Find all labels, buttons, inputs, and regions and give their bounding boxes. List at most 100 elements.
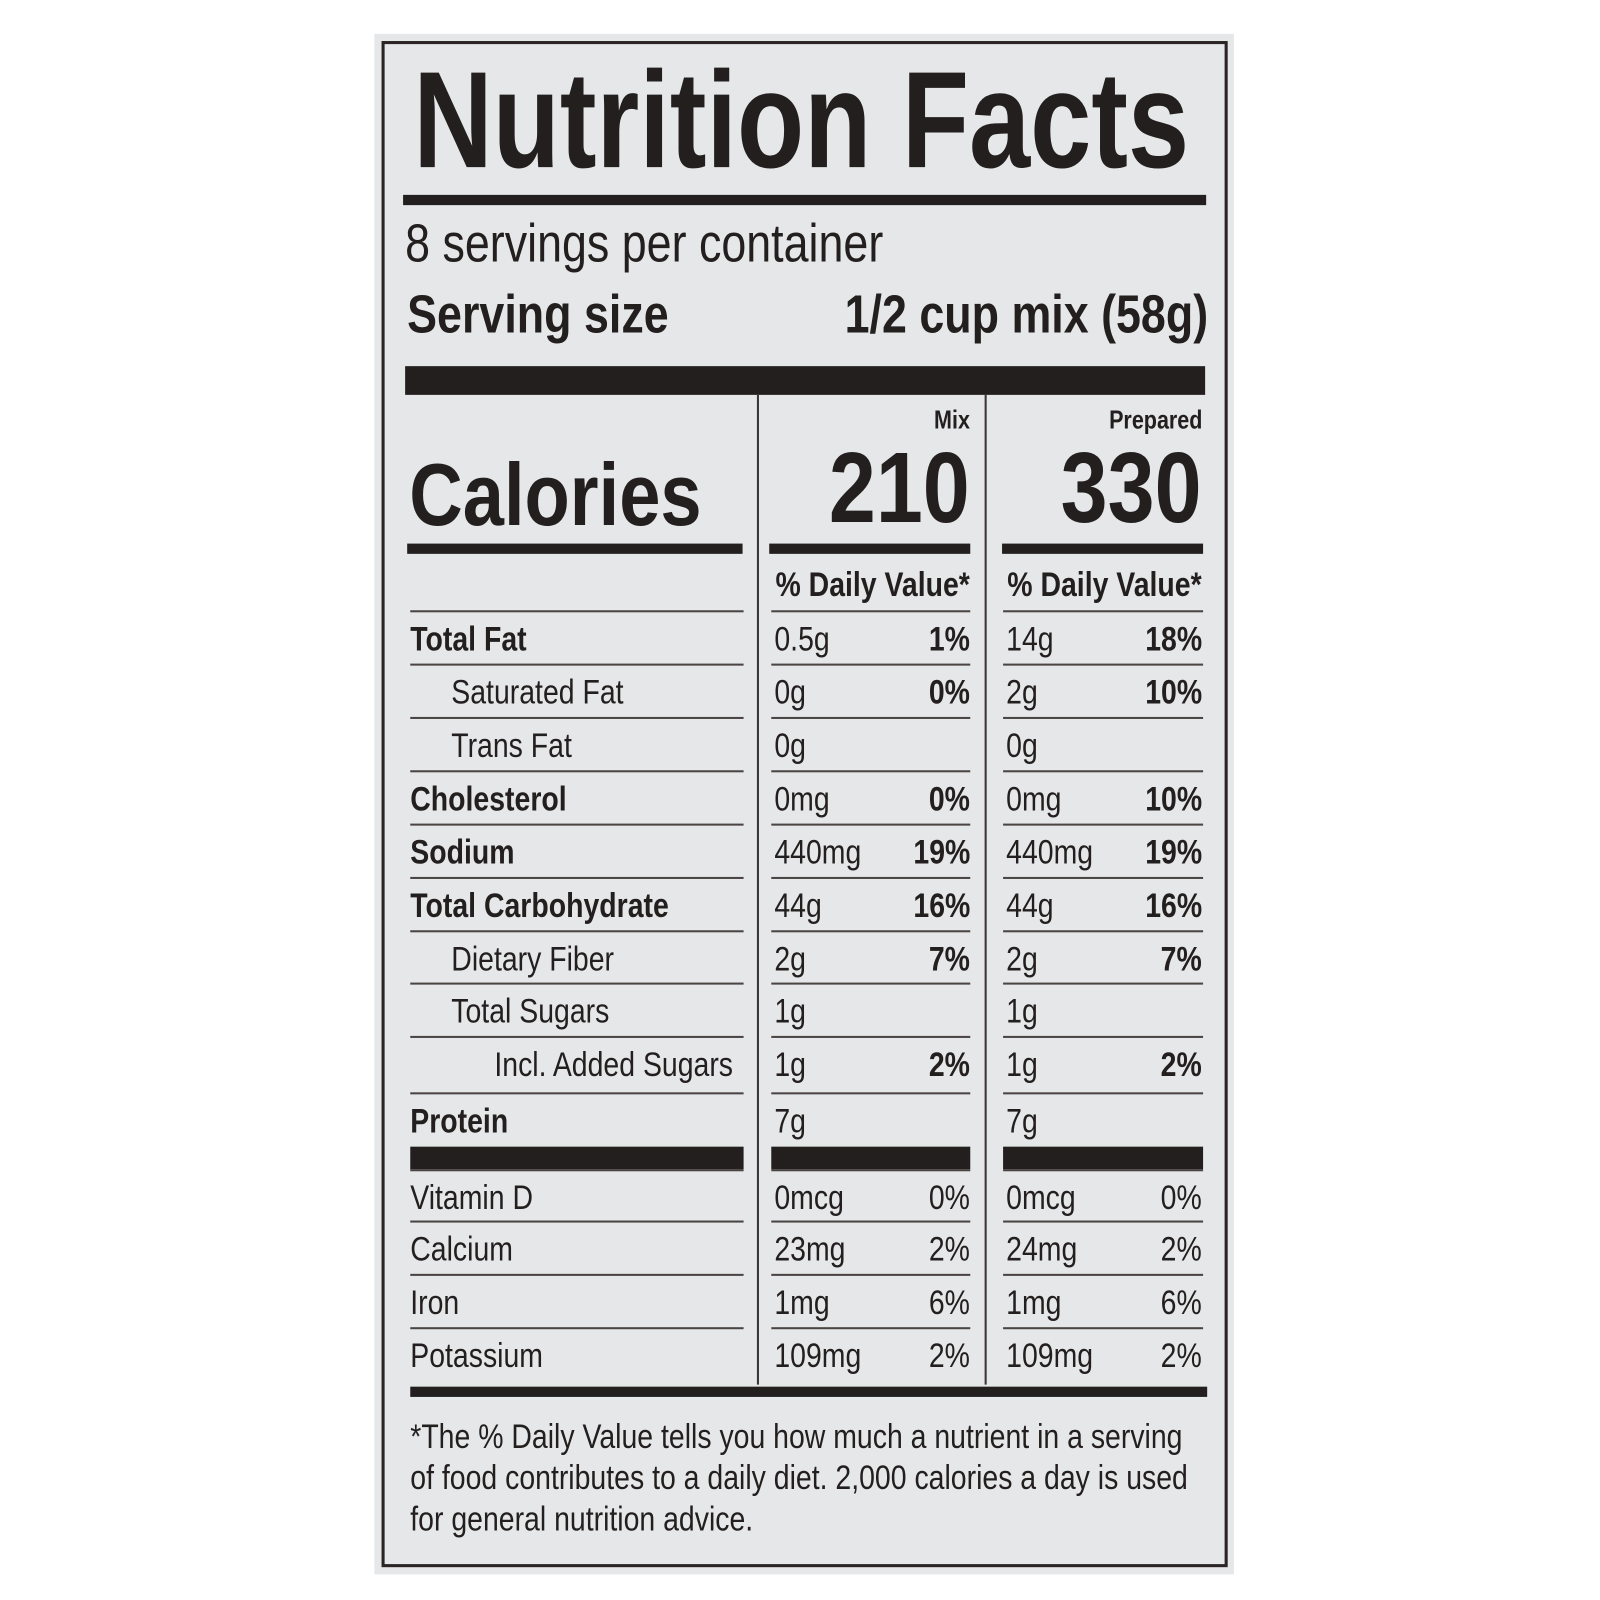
nutrient-name: Total Sugars xyxy=(451,991,610,1030)
mix-daily-value: 0% xyxy=(929,1178,971,1217)
prepared-daily-value: 10% xyxy=(1145,672,1203,711)
prepared-amount: 24mg xyxy=(1006,1229,1078,1268)
row-divider xyxy=(410,770,744,773)
prepared-amount: 1mg xyxy=(1006,1283,1062,1322)
mix-daily-value: 2% xyxy=(929,1045,971,1084)
row-divider xyxy=(1003,823,1204,826)
mix-amount: 440mg xyxy=(774,832,862,871)
nutrient-name: Vitamin D xyxy=(410,1178,533,1217)
row-divider xyxy=(410,1327,744,1330)
divider-bar xyxy=(771,1146,971,1170)
row-divider xyxy=(771,876,971,879)
prepared-amount: 44g xyxy=(1006,886,1054,925)
row-divider xyxy=(1003,930,1204,933)
prepared-amount: 2g xyxy=(1006,672,1038,711)
prepared-daily-value: 6% xyxy=(1160,1283,1203,1322)
row-divider xyxy=(771,930,971,933)
title-text: Nutrition Facts xyxy=(413,44,1190,197)
prepared-daily-value: 10% xyxy=(1145,779,1203,818)
daily-value-header-mix: % Daily Value* xyxy=(739,564,970,605)
prepared-amount: 0mg xyxy=(1006,779,1062,818)
row-divider xyxy=(1003,1220,1204,1223)
label-title: Nutrition Facts xyxy=(413,49,1383,193)
calories-label: Calories xyxy=(409,449,757,541)
nutrient-name: Potassium xyxy=(410,1336,543,1375)
mix-amount: 0g xyxy=(774,672,806,711)
row-divider xyxy=(1003,1169,1204,1172)
mix-daily-value: 19% xyxy=(913,832,971,871)
prepared-amount: 0g xyxy=(1006,726,1038,765)
divider-bar xyxy=(1002,543,1204,554)
row-divider xyxy=(410,610,744,613)
footnote-line: *The % Daily Value tells you how much a … xyxy=(410,1416,1329,1457)
mix-amount: 0mcg xyxy=(774,1178,844,1217)
mix-amount: 1g xyxy=(774,1045,806,1084)
mix-amount: 1mg xyxy=(774,1283,830,1322)
prepared-amount: 440mg xyxy=(1006,832,1094,871)
mix-amount: 0g xyxy=(774,726,806,765)
mix-amount: 1g xyxy=(774,991,806,1030)
mix-amount: 7g xyxy=(774,1101,806,1140)
nutrient-name: Dietary Fiber xyxy=(451,939,615,978)
mix-daily-value: 16% xyxy=(913,886,971,925)
footnote-text: *The % Daily Value tells you how much a … xyxy=(410,1417,1183,1456)
row-divider xyxy=(410,1035,744,1038)
serving-size-value-text: 1/2 cup mix (58g) xyxy=(844,285,1209,345)
row-divider xyxy=(410,1092,744,1095)
nutrient-name: Incl. Added Sugars xyxy=(494,1045,734,1084)
prepared-daily-value: 2% xyxy=(1160,1336,1203,1375)
row-divider xyxy=(410,982,744,985)
column-divider xyxy=(756,394,759,1385)
mix-daily-value: 1% xyxy=(929,619,971,658)
row-divider xyxy=(771,1169,971,1172)
daily-value-header-prepared: % Daily Value* xyxy=(971,564,1202,605)
footnote-text: for general nutrition advice. xyxy=(410,1499,754,1538)
mix-header-text: Mix xyxy=(934,406,971,435)
prepared-daily-value: 7% xyxy=(1160,939,1203,978)
row-divider xyxy=(771,1092,971,1095)
servings-per-container: 8 servings per container xyxy=(405,213,974,275)
prepared-daily-value: 18% xyxy=(1145,619,1203,658)
row-divider xyxy=(410,1169,744,1172)
label-background xyxy=(374,33,1234,1575)
nutrient-name: Cholesterol xyxy=(410,779,567,818)
mix-amount: 0.5g xyxy=(774,619,830,658)
mix-amount: 2g xyxy=(774,939,806,978)
mix-amount: 0mg xyxy=(774,779,830,818)
row-divider xyxy=(1003,876,1204,879)
mix-amount: 23mg xyxy=(774,1229,846,1268)
nutrient-name: Iron xyxy=(410,1283,460,1322)
prepared-amount: 14g xyxy=(1006,619,1054,658)
nutrient-name: Total Carbohydrate xyxy=(410,886,669,925)
prepared-amount: 109mg xyxy=(1006,1336,1094,1375)
footnote-text: of food contributes to a daily diet. 2,0… xyxy=(410,1458,1188,1497)
row-divider xyxy=(410,663,744,666)
divider-bar xyxy=(410,1146,744,1170)
calories-mix: 210 xyxy=(803,436,970,539)
row-divider xyxy=(1003,982,1204,985)
row-divider xyxy=(771,716,971,719)
prepared-header-text: Prepared xyxy=(1108,406,1203,435)
footnote-line: of food contributes to a daily diet. 2,0… xyxy=(410,1457,1336,1498)
divider-bar xyxy=(407,543,743,554)
row-divider xyxy=(410,1273,744,1276)
divider-bar xyxy=(1003,1146,1204,1170)
calories-prepared: 330 xyxy=(1034,436,1202,539)
mix-daily-value: 2% xyxy=(929,1336,971,1375)
mix-daily-value: 0% xyxy=(929,672,971,711)
serving-size-value: 1/2 cup mix (58g) xyxy=(775,283,1209,347)
row-divider xyxy=(771,770,971,773)
prepared-amount: 7g xyxy=(1006,1101,1038,1140)
dv-header-text: % Daily Value* xyxy=(1007,565,1203,604)
prepared-daily-value: 16% xyxy=(1145,886,1203,925)
row-divider xyxy=(1003,770,1204,773)
mix-daily-value: 0% xyxy=(929,779,971,818)
column-divider xyxy=(984,394,987,1385)
column-header-mix: Mix xyxy=(927,405,970,436)
column-header-prepared: Prepared xyxy=(1091,405,1202,436)
row-divider xyxy=(771,1220,971,1223)
mix-daily-value: 2% xyxy=(929,1229,971,1268)
label-border xyxy=(381,41,1228,1568)
mix-daily-value: 6% xyxy=(929,1283,971,1322)
